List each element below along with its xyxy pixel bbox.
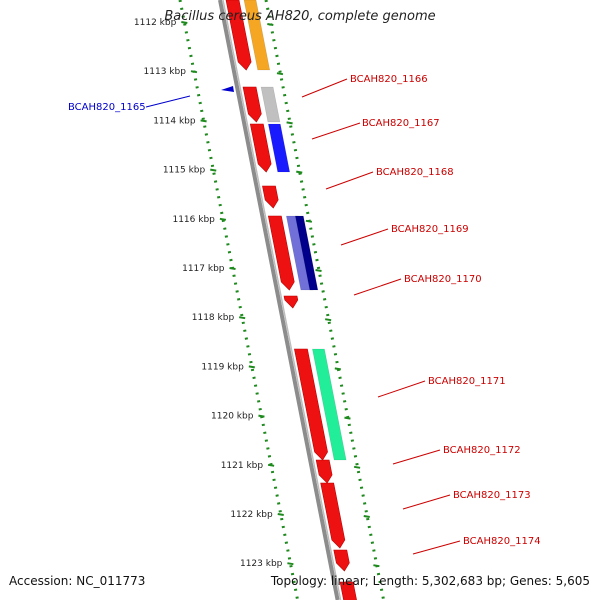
gene-arrow bbox=[225, 0, 252, 71]
genome-backbone-line bbox=[218, 0, 340, 600]
gene-label-bcah820-1167: BCAH820_1167 bbox=[362, 118, 440, 129]
gene-callout-line bbox=[402, 494, 451, 510]
ruler-tick-right bbox=[344, 416, 351, 420]
gene-arrow bbox=[320, 482, 346, 549]
gene-label-bcah820-1166: BCAH820_1166 bbox=[350, 74, 428, 85]
ruler-tick bbox=[267, 463, 275, 467]
ruler-tick-right bbox=[305, 219, 313, 223]
ruler-tick-label: 1118 kbp bbox=[192, 313, 235, 323]
gene-callout-line bbox=[311, 122, 361, 140]
ruler-tick bbox=[200, 119, 207, 123]
ruler-tick-label: 1116 kbp bbox=[172, 215, 215, 225]
gene-callout-line bbox=[377, 380, 426, 398]
ruler-tick bbox=[258, 414, 265, 418]
map-title: Bacillus cereus AH820, complete genome bbox=[164, 9, 436, 24]
gene-arrow bbox=[249, 123, 272, 173]
ruler-tick bbox=[219, 217, 227, 221]
gene-callout-line bbox=[353, 278, 402, 296]
gene-callout-line bbox=[301, 78, 348, 98]
gene-callout-line bbox=[392, 449, 441, 465]
gene-arrow bbox=[283, 295, 299, 309]
ruler-tick-label: 1113 kbp bbox=[144, 67, 187, 77]
ruler-tick-right bbox=[325, 318, 332, 322]
ruler-tick-label: 1119 kbp bbox=[201, 362, 244, 372]
cog-category-bar bbox=[294, 215, 319, 291]
ruler-tick-label: 1117 kbp bbox=[182, 264, 225, 274]
ruler-tick-right bbox=[334, 367, 341, 371]
ruler-tick bbox=[190, 70, 198, 74]
gene-label-bcah820-1168: BCAH820_1168 bbox=[376, 167, 454, 178]
ruler-tick-label: 1114 kbp bbox=[153, 116, 196, 126]
gene-label-bcah820-1174: BCAH820_1174 bbox=[463, 536, 541, 547]
ruler-tick-right bbox=[315, 269, 322, 272]
cog-category-bar bbox=[312, 348, 347, 461]
genome-backbone-highlight bbox=[222, 0, 342, 600]
genome-summary-text: Topology: linear; Length: 5,302,683 bp; … bbox=[270, 574, 590, 588]
cog-category-bar bbox=[243, 0, 271, 71]
ruler-tick bbox=[239, 316, 246, 320]
ruler-tick bbox=[210, 168, 217, 172]
gene-label-bcah820-1172: BCAH820_1172 bbox=[443, 445, 521, 456]
cog-category-bar bbox=[267, 123, 291, 173]
gene-label-bcah820-1165: BCAH820_1165 bbox=[68, 102, 146, 113]
gene-callout-line bbox=[340, 228, 389, 246]
gene-arrow bbox=[262, 185, 279, 209]
cog-category-bar bbox=[260, 86, 281, 123]
ruler-tick-right bbox=[267, 23, 274, 26]
gene-arrow bbox=[294, 348, 328, 461]
gene-label-bcah820-1173: BCAH820_1173 bbox=[453, 490, 531, 501]
ruler-tick-label: 1123 kbp bbox=[240, 559, 283, 569]
ruler-tick bbox=[229, 267, 236, 270]
ruler-tick-label: 1112 kbp bbox=[134, 18, 177, 28]
ruler-tick-right bbox=[276, 72, 284, 76]
gene-arrow bbox=[333, 549, 350, 572]
ruler-tick-right bbox=[363, 515, 370, 518]
gene-arrow bbox=[267, 215, 295, 291]
gene-callout-line bbox=[145, 95, 191, 108]
ruler-tick bbox=[277, 513, 284, 516]
gene-marker-triangle bbox=[221, 86, 234, 92]
ruler-tick bbox=[287, 562, 294, 566]
ruler-tick-right bbox=[373, 564, 380, 568]
ruler-tick-label: 1120 kbp bbox=[211, 412, 254, 422]
ruler-dotted-line-left bbox=[178, 0, 300, 600]
ruler-tick-label: 1122 kbp bbox=[230, 510, 273, 520]
gene-callout-line bbox=[325, 171, 374, 190]
ruler-tick-label: 1121 kbp bbox=[221, 461, 264, 471]
ruler-tick-right bbox=[286, 121, 293, 125]
gene-arrow bbox=[315, 459, 333, 484]
ruler-tick bbox=[181, 21, 188, 24]
gene-label-bcah820-1171: BCAH820_1171 bbox=[428, 376, 506, 387]
ruler-tick bbox=[248, 365, 255, 369]
gene-callout-line bbox=[412, 540, 461, 555]
ruler-tick-right bbox=[353, 465, 361, 469]
ruler-tick-label: 1115 kbp bbox=[163, 166, 206, 176]
ruler-tick-right bbox=[296, 170, 303, 174]
ruler-dotted-line-right bbox=[264, 0, 386, 600]
gene-arrow bbox=[339, 581, 357, 600]
accession-text: Accession: NC_011773 bbox=[9, 574, 146, 588]
gene-label-bcah820-1170: BCAH820_1170 bbox=[404, 274, 482, 285]
gene-arrow bbox=[242, 86, 262, 123]
gene-label-bcah820-1169: BCAH820_1169 bbox=[391, 224, 469, 235]
